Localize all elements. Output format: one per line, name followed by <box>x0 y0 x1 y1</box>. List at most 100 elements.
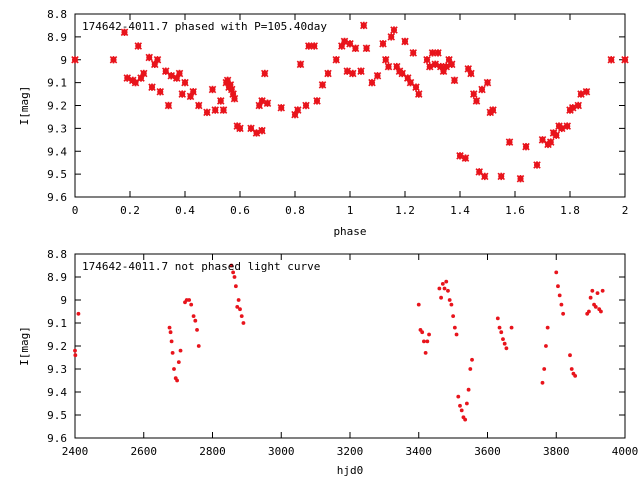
y-tick-label: 9.6 <box>47 432 67 445</box>
data-point <box>368 78 376 87</box>
data-point <box>444 279 449 284</box>
data-point <box>236 124 244 133</box>
data-point <box>167 325 172 330</box>
y-tick-label: 9.1 <box>47 317 67 330</box>
data-point <box>387 33 396 41</box>
data-point <box>423 55 431 64</box>
data-point <box>148 83 156 91</box>
data-point <box>425 62 434 71</box>
data-point <box>304 42 313 50</box>
data-point <box>351 44 360 53</box>
data-point <box>497 172 506 181</box>
data-point <box>556 284 560 289</box>
data-point <box>449 302 454 307</box>
y-axis-label: I[mag] <box>18 86 31 126</box>
data-point <box>546 138 555 146</box>
y-tick-label: 9.4 <box>47 386 67 399</box>
data-point <box>409 49 418 57</box>
data-point <box>582 88 591 96</box>
data-point <box>489 106 497 114</box>
data-point <box>241 321 246 325</box>
data-point <box>559 302 564 307</box>
y-tick-label: 9.6 <box>47 191 67 204</box>
data-point <box>76 311 81 316</box>
data-point <box>258 126 266 135</box>
y-tick-label: 9.5 <box>47 409 67 422</box>
data-point <box>252 129 261 137</box>
x-tick-label: 2600 <box>131 445 158 458</box>
data-point <box>607 55 616 64</box>
data-point <box>362 44 371 53</box>
y-tick-label: 8.9 <box>47 271 67 284</box>
data-point <box>456 152 464 160</box>
data-point <box>427 332 431 337</box>
data-point <box>263 99 272 107</box>
x-axis-ticks: 0 0.2 0.4 0.6 0.8 1 1.2 1.4 1.6 1.8 2 <box>72 14 629 217</box>
data-point <box>231 270 236 275</box>
data-point <box>458 403 462 408</box>
data-point <box>573 374 578 378</box>
data-point <box>277 104 286 112</box>
data-point <box>568 104 577 112</box>
data-point <box>348 69 357 78</box>
data-point <box>456 394 461 399</box>
data-point <box>170 351 175 355</box>
data-point <box>563 122 572 130</box>
data-point <box>588 295 593 300</box>
y-axis-ticks: 8.8 8.9 9 9.1 9.2 9.3 9.4 9.5 9.6 <box>47 8 625 204</box>
data-point <box>470 357 474 362</box>
data-point <box>450 76 459 85</box>
data-point <box>459 408 464 413</box>
data-point <box>568 353 572 358</box>
data-point <box>373 71 382 80</box>
data-point <box>561 311 566 316</box>
x-tick-label: 0.6 <box>230 204 250 217</box>
data-point <box>590 288 595 293</box>
x-tick-label: 3400 <box>406 445 433 458</box>
data-point <box>203 108 211 117</box>
data-point <box>296 60 305 69</box>
data-point <box>139 69 148 78</box>
data-point <box>451 314 456 318</box>
data-point <box>577 90 585 98</box>
data-point <box>552 131 561 140</box>
data-point <box>161 67 170 75</box>
plot-title: 174642-4011.7 phased with P=105.40day <box>82 20 327 33</box>
y-tick-label: 8.9 <box>47 31 67 44</box>
data-point <box>440 282 445 286</box>
data-point <box>293 106 302 114</box>
data-point <box>478 85 486 94</box>
data-point <box>533 161 541 169</box>
y-tick-label: 9.4 <box>47 145 67 158</box>
data-point <box>505 138 514 146</box>
data-point <box>73 348 77 353</box>
x-tick-label: 2 <box>622 204 629 217</box>
data-point <box>236 298 241 302</box>
data-point <box>302 101 310 110</box>
x-tick-label: 3000 <box>268 445 295 458</box>
data-point <box>181 78 189 87</box>
data-point <box>538 136 547 144</box>
data-point <box>475 168 484 176</box>
data-point <box>216 97 225 105</box>
data-point <box>189 88 198 96</box>
data-point <box>557 124 566 133</box>
data-point <box>175 69 184 78</box>
x-tick-label: 0.2 <box>120 204 140 217</box>
data-point <box>401 37 409 46</box>
data-point <box>379 39 387 48</box>
data-point <box>464 401 469 406</box>
data-point <box>497 325 502 330</box>
data-point <box>232 275 237 279</box>
data-point <box>145 53 154 62</box>
data-point <box>134 42 143 50</box>
data-point <box>176 360 181 364</box>
data-point <box>233 284 238 289</box>
data-point <box>346 39 354 48</box>
data-point <box>211 106 220 114</box>
data-point <box>313 97 321 105</box>
data-point <box>504 346 509 351</box>
phased-light-curve-panel: 8.8 8.9 9 9.1 9.2 9.3 9.4 9.5 9.6 0 0.2 0.4 0.6 0.8 1… <box>18 8 629 238</box>
